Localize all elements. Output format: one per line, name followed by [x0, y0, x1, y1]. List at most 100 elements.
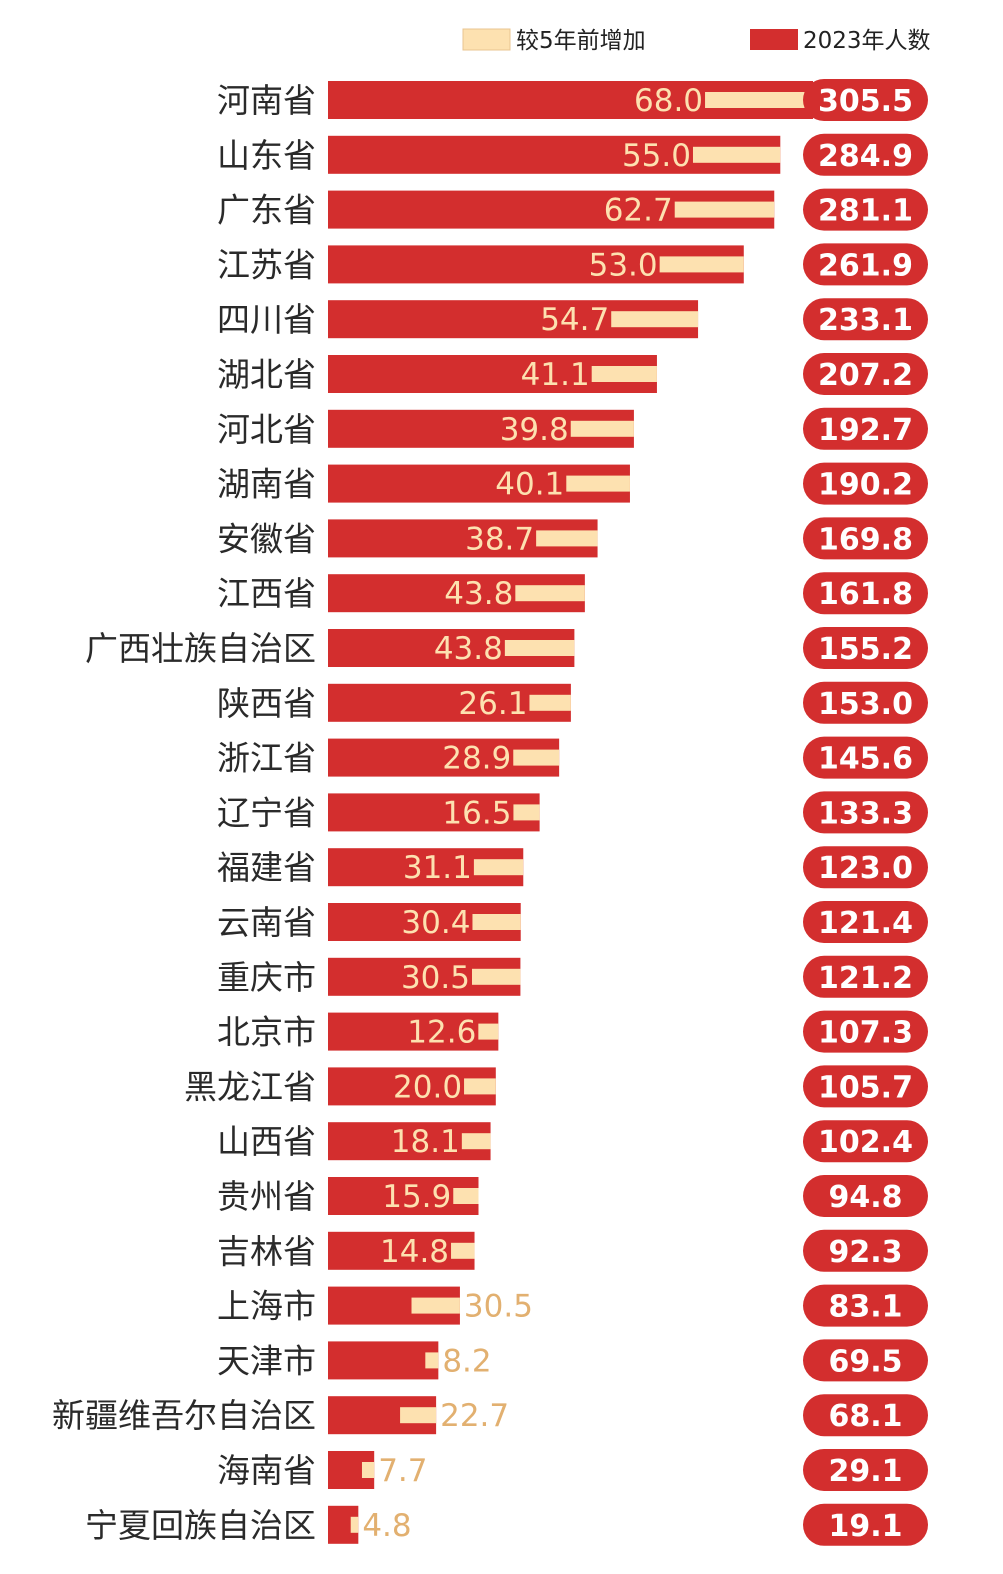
- total-value-label: 83.1: [828, 1290, 902, 1325]
- bar-increase: [464, 1078, 496, 1095]
- total-value-label: 161.8: [818, 577, 913, 612]
- total-value-label: 207.2: [818, 358, 913, 393]
- increase-value-label: 30.4: [401, 905, 470, 941]
- legend-swatch-increase: [462, 28, 511, 51]
- category-label: 广西壮族自治区: [85, 629, 316, 668]
- total-pill: [803, 1503, 928, 1546]
- increase-value-label: 62.7: [604, 193, 673, 229]
- total-pill: [803, 407, 928, 450]
- total-value-label: 92.3: [828, 1235, 902, 1270]
- category-label: 新疆维吾尔自治区: [52, 1396, 316, 1435]
- category-label: 天津市: [217, 1341, 316, 1380]
- increase-value-label: 22.7: [440, 1398, 509, 1434]
- increase-value-label: 15.9: [382, 1179, 451, 1215]
- total-value-label: 155.2: [818, 632, 913, 667]
- increase-value-label: 26.1: [458, 686, 527, 722]
- bar-increase: [478, 1023, 499, 1040]
- bar-total: [328, 1231, 475, 1270]
- increase-value-label: 14.8: [380, 1234, 449, 1270]
- increase-value-label: 53.0: [589, 247, 658, 283]
- total-value-label: 19.1: [828, 1509, 902, 1544]
- total-value-label: 94.8: [828, 1180, 902, 1215]
- category-label: 江西省: [217, 574, 316, 613]
- increase-value-label: 18.1: [391, 1124, 460, 1160]
- legend-label-total: 2023年人数: [803, 28, 931, 54]
- bar-increase: [674, 201, 775, 218]
- bar-increase: [515, 585, 585, 602]
- total-pill: [803, 1449, 928, 1491]
- bar-increase: [411, 1297, 460, 1314]
- total-pill: [803, 517, 928, 560]
- total-value-label: 121.4: [818, 906, 913, 941]
- increase-value-label: 4.8: [362, 1508, 411, 1544]
- total-pill: [803, 627, 928, 669]
- total-pill: [803, 188, 928, 231]
- bar-increase: [350, 1516, 359, 1533]
- increase-value-label: 40.1: [495, 467, 564, 503]
- total-pill: [803, 1339, 928, 1382]
- category-label: 广东省: [217, 191, 316, 230]
- category-label: 湖北省: [217, 355, 316, 394]
- total-pill: [803, 133, 928, 176]
- total-value-label: 145.6: [818, 742, 913, 777]
- increase-value-label: 8.2: [442, 1343, 491, 1379]
- legend-swatch-total: [750, 29, 798, 50]
- total-value-label: 281.1: [818, 194, 913, 229]
- bar-increase: [504, 640, 575, 656]
- bar-increase: [473, 859, 524, 876]
- category-label: 宁夏回族自治区: [85, 1506, 316, 1545]
- total-pill: [803, 681, 928, 724]
- bar-increase: [472, 914, 521, 930]
- category-label: 山东省: [217, 136, 316, 175]
- increase-value-label: 20.0: [393, 1069, 462, 1105]
- bar-increase: [566, 475, 630, 492]
- category-label: 河北省: [217, 410, 316, 449]
- total-value-label: 192.7: [818, 413, 913, 448]
- total-pill: [803, 1120, 928, 1163]
- bar-increase: [451, 1242, 475, 1259]
- bar-increase: [513, 804, 540, 821]
- total-pill: [803, 1284, 928, 1327]
- bar-increase: [453, 1188, 479, 1204]
- total-pill: [803, 846, 928, 889]
- category-label: 四川省: [217, 300, 316, 339]
- category-label: 福建省: [217, 848, 316, 887]
- category-label: 黑龙江省: [184, 1067, 316, 1106]
- total-value-label: 105.7: [818, 1070, 913, 1105]
- total-value-label: 190.2: [818, 468, 913, 503]
- bar-increase: [570, 420, 634, 437]
- increase-value-label: 7.7: [378, 1453, 427, 1489]
- total-pill: [803, 791, 928, 834]
- total-value-label: 169.8: [818, 522, 913, 557]
- bar-increase: [400, 1407, 437, 1424]
- category-label: 安徽省: [217, 519, 316, 558]
- total-pill: [803, 1010, 928, 1053]
- category-label: 江苏省: [217, 245, 316, 284]
- total-pill: [803, 353, 928, 395]
- legend: 较5年前增加 2023年人数: [462, 28, 931, 54]
- total-value-label: 123.0: [818, 851, 913, 886]
- category-label: 湖南省: [217, 465, 316, 504]
- total-pill: [803, 901, 928, 943]
- total-value-label: 284.9: [818, 139, 913, 174]
- category-label: 海南省: [217, 1451, 316, 1490]
- total-value-label: 261.9: [818, 248, 913, 283]
- total-value-label: 102.4: [818, 1125, 913, 1160]
- category-label: 山西省: [217, 1122, 316, 1161]
- bar-increase: [361, 1462, 375, 1478]
- increase-value-label: 30.5: [401, 960, 470, 996]
- total-value-label: 153.0: [818, 687, 913, 722]
- total-pill: [803, 243, 928, 286]
- increase-value-label: 28.9: [442, 741, 511, 777]
- total-value-label: 29.1: [828, 1454, 902, 1489]
- total-pill: [803, 1175, 928, 1217]
- increase-value-label: 55.0: [622, 138, 691, 174]
- bar-increase: [591, 366, 657, 382]
- bar-increase: [461, 1133, 491, 1150]
- total-pill: [803, 1229, 928, 1272]
- bar-total: [328, 1012, 499, 1051]
- category-label: 河南省: [217, 81, 316, 120]
- increase-value-label: 39.8: [500, 412, 569, 448]
- total-value-label: 68.1: [828, 1399, 902, 1434]
- increase-value-label: 54.7: [540, 302, 609, 338]
